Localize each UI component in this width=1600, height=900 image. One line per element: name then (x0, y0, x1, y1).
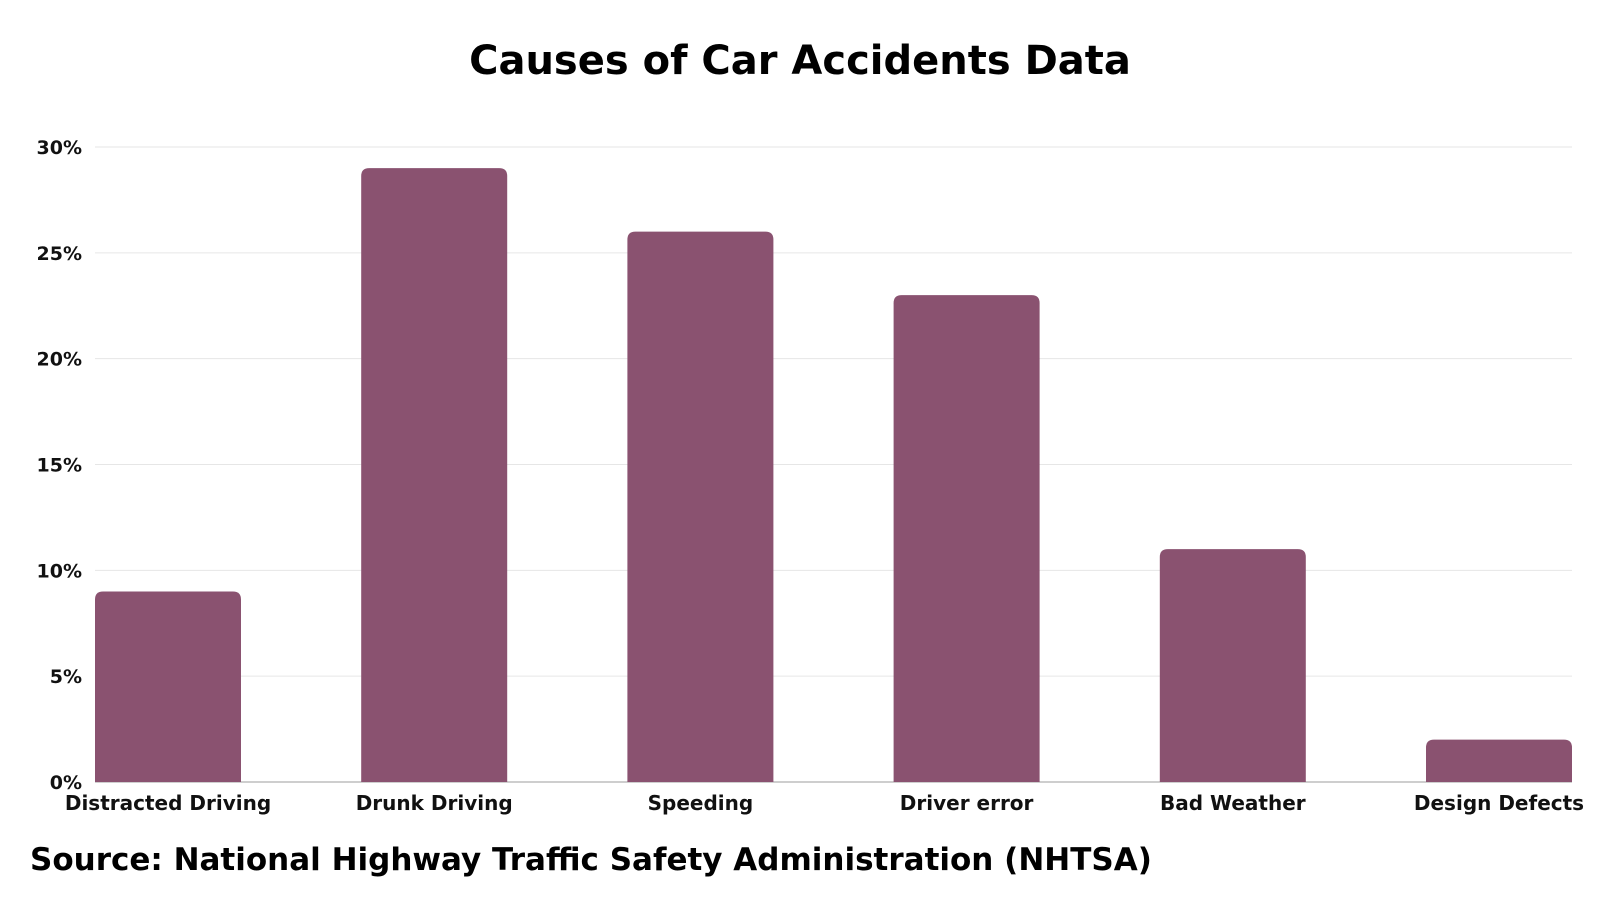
bars (95, 168, 1572, 782)
gridlines (95, 146, 1572, 783)
x-axis-labels: Distracted Driving Drunk Driving Speeding D… (65, 791, 1584, 815)
x-category-label: Speeding (648, 791, 754, 815)
source-note: Source: National Highway Traffic Safety … (30, 842, 1152, 878)
bar (627, 231, 774, 782)
y-tick-label: 30% (37, 137, 82, 159)
x-category-label: Design Defects (1414, 791, 1584, 815)
chart-title: Causes of Car Accidents Data (469, 38, 1131, 84)
y-tick-label: 5% (50, 666, 82, 688)
bar (1426, 739, 1572, 782)
bar (1159, 549, 1306, 782)
bar (361, 168, 508, 782)
y-tick-label: 20% (37, 349, 82, 371)
y-axis-ticks: 0% 5% 10% 15% 20% 25% 30% (37, 137, 82, 794)
y-tick-label: 0% (50, 772, 82, 794)
x-category-label: Driver error (900, 791, 1034, 815)
x-category-label: Bad Weather (1160, 791, 1306, 815)
x-category-label: Distracted Driving (65, 791, 271, 815)
y-tick-label: 10% (37, 560, 82, 582)
y-tick-label: 15% (37, 455, 82, 477)
bar (893, 295, 1040, 782)
x-category-label: Drunk Driving (356, 791, 513, 815)
y-tick-label: 25% (37, 243, 82, 265)
bar (95, 591, 241, 782)
